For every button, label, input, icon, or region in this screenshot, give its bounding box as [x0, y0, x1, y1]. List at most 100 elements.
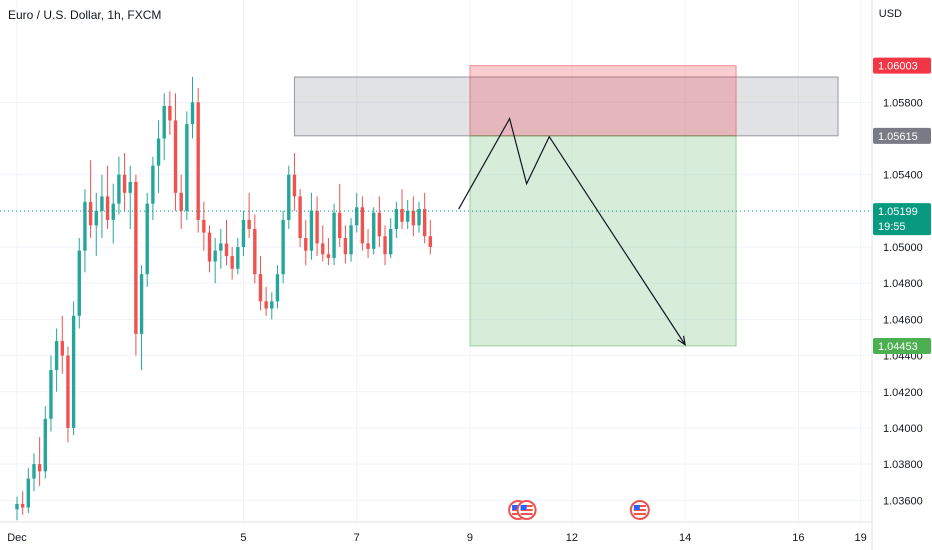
candle-body — [15, 503, 19, 510]
candle-body — [151, 165, 155, 204]
candle-body — [236, 247, 240, 269]
candle-body — [32, 464, 36, 479]
x-tick-label: 5 — [240, 532, 246, 544]
candle-body — [43, 418, 47, 472]
x-tick-label: 7 — [354, 532, 360, 544]
projection-line — [458, 117, 686, 346]
candle-body — [190, 102, 195, 125]
candle-body — [219, 243, 223, 251]
economic-events[interactable] — [508, 500, 650, 520]
chart-grid — [0, 0, 872, 522]
candle-body — [128, 181, 132, 193]
candle-body — [349, 225, 353, 255]
candle-body — [77, 250, 81, 316]
candle-body — [117, 174, 121, 204]
candle-body — [241, 219, 246, 248]
candle-body — [383, 236, 387, 255]
candle-body — [298, 196, 302, 239]
time-axis[interactable]: Dec 5 7 9 12 14 16 19 — [0, 521, 872, 544]
price-label-box — [873, 57, 931, 74]
projection-path[interactable] — [458, 117, 686, 347]
candle-body — [315, 210, 319, 244]
price-label-box — [873, 127, 931, 144]
candle-body — [168, 105, 172, 121]
candle-body — [207, 232, 212, 262]
candle-body — [338, 212, 342, 239]
y-tick-label: 1.05800 — [883, 97, 923, 109]
event-flag-icon — [629, 500, 650, 520]
event-flag-icon — [516, 500, 537, 520]
candle-body — [60, 341, 64, 356]
price-label-value: 1.05199 — [878, 206, 918, 218]
candle-body — [332, 212, 336, 258]
candle-body — [20, 503, 25, 508]
candle-body — [275, 274, 280, 302]
y-tick-label: 1.04000 — [883, 423, 923, 435]
candle-body — [26, 478, 31, 508]
candle-body — [162, 105, 166, 139]
price-label-resistance: 1.05615 — [873, 127, 931, 144]
price-label-box — [873, 338, 931, 355]
candle-body — [253, 228, 257, 275]
candle-body — [122, 174, 127, 193]
candle-body — [405, 210, 410, 222]
x-tick-label: 19 — [855, 532, 867, 544]
candle-body — [71, 315, 76, 428]
candle-body — [343, 238, 348, 255]
candlestick-series — [15, 77, 433, 521]
candle-body — [173, 120, 178, 193]
y-tick-label: 1.04800 — [883, 278, 923, 290]
price-label-target: 1.04453 — [873, 338, 931, 355]
take-profit-zone — [469, 135, 737, 347]
candle-body — [281, 219, 285, 275]
y-tick-label: 1.03800 — [883, 459, 923, 471]
position-zones[interactable] — [293, 65, 839, 347]
candle-body — [355, 207, 359, 226]
candle-body — [321, 243, 325, 255]
candle-body — [49, 370, 53, 419]
candle-body — [372, 212, 376, 249]
candle-body — [139, 274, 144, 334]
candle-body — [417, 209, 421, 226]
candle-body — [304, 238, 308, 251]
candle-body — [287, 174, 291, 220]
candle-body — [400, 209, 404, 222]
candle-body — [213, 250, 217, 262]
candle-body — [389, 228, 393, 255]
candle-body — [145, 203, 149, 275]
candle-body — [100, 196, 104, 211]
x-tick-label: 14 — [679, 532, 691, 544]
price-label-box — [873, 203, 931, 236]
candle-body — [185, 124, 189, 211]
candle-body — [366, 243, 370, 249]
event-flag-stripe — [520, 513, 533, 515]
price-label-value: 1.04453 — [878, 341, 918, 353]
candle-body — [156, 138, 161, 166]
candle-body — [196, 102, 200, 220]
price-label-stop: 1.06003 — [873, 57, 931, 74]
candle-body — [377, 212, 382, 237]
y-tick-label: 1.05000 — [883, 242, 923, 254]
y-tick-label: 1.04200 — [883, 387, 923, 399]
currency-label[interactable]: USD — [878, 8, 902, 20]
candle-body — [83, 201, 87, 251]
candle-body — [37, 464, 42, 472]
candle-body — [292, 174, 297, 197]
x-tick-label: 9 — [467, 532, 473, 544]
candle-body — [134, 181, 138, 334]
event-flag-canton — [633, 505, 640, 510]
event-flag-stripe — [633, 513, 646, 515]
price-labels: 1.06003 1.05615 1.05199 19:55 1.04453 — [873, 57, 931, 355]
candle-body — [326, 254, 331, 258]
price-axis[interactable]: 1.036001.038001.040001.042001.044001.046… — [871, 0, 923, 550]
projection-arrowhead — [677, 335, 686, 347]
candle-body — [88, 201, 93, 226]
candle-body — [428, 236, 433, 248]
candle-body — [66, 355, 70, 428]
y-tick-label: 1.03600 — [883, 495, 923, 507]
candle-body — [179, 192, 183, 211]
x-tick-label: 16 — [792, 532, 804, 544]
symbol-title[interactable]: Euro / U.S. Dollar, 1h, FXCM — [8, 8, 162, 22]
candle-body — [54, 341, 59, 371]
